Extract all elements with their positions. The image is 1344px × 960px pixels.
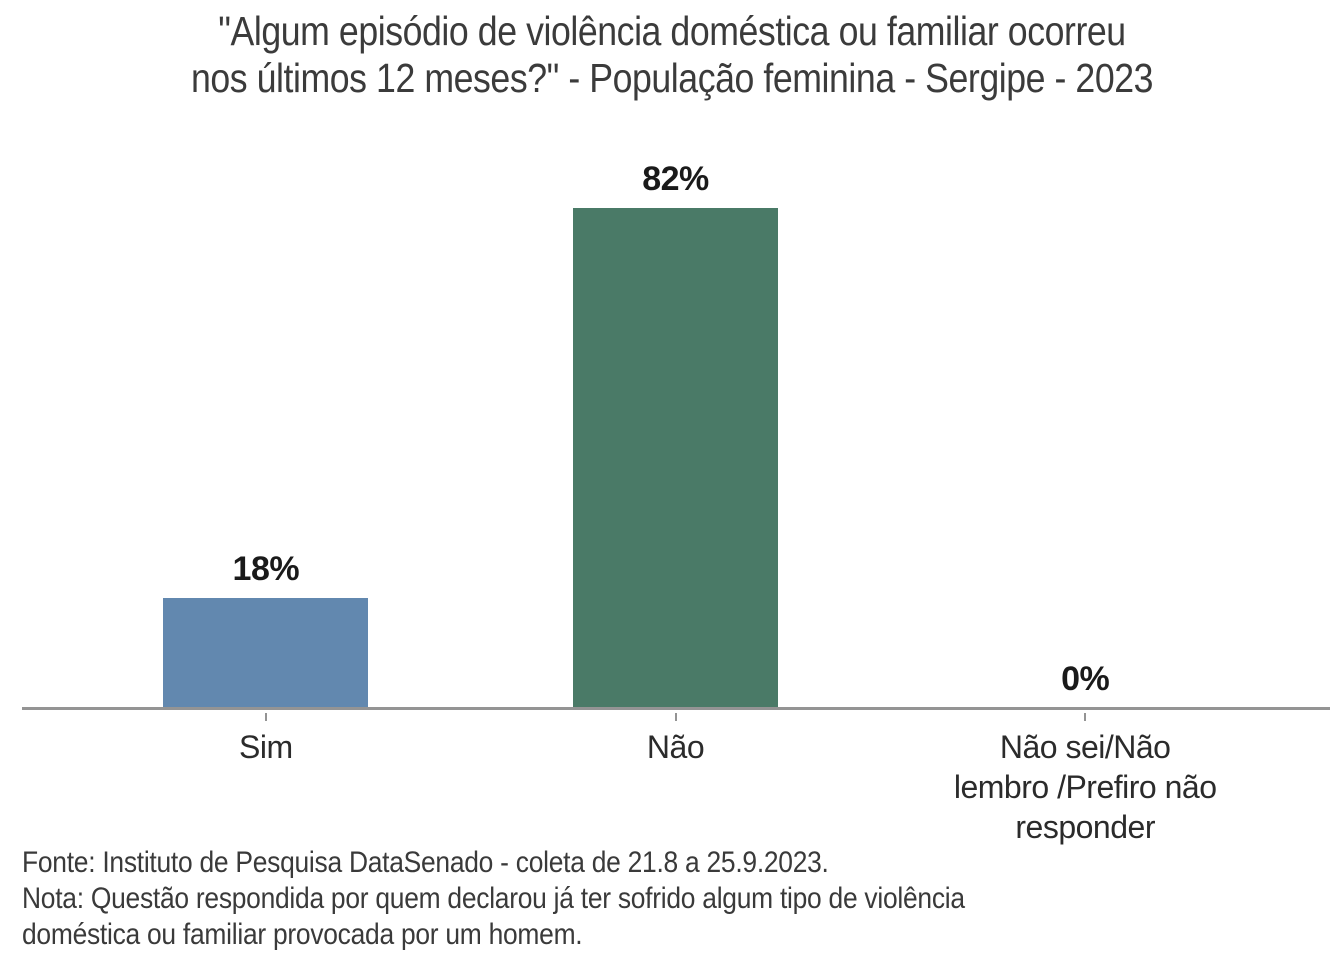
bar-value-label: 0% — [1061, 660, 1110, 698]
x-axis-category: Sim — [61, 713, 471, 847]
x-axis-line — [22, 707, 1330, 710]
bar-group: 0% — [880, 8, 1290, 708]
axis-tick — [1084, 713, 1087, 721]
bar-group: 18% — [61, 8, 471, 708]
category-label: Não — [646, 729, 705, 765]
bar-value-label: 82% — [642, 160, 709, 198]
footnote: Fonte: Instituto de Pesquisa DataSenado … — [22, 845, 1166, 953]
bar-group: 82% — [471, 8, 881, 708]
category-label: Sim — [239, 729, 293, 765]
axis-tick — [264, 713, 267, 721]
x-axis-labels: Sim Não Não sei/Não lembro /Prefiro não re… — [61, 713, 1290, 847]
bar — [573, 208, 778, 708]
axis-tick — [674, 713, 677, 721]
chart-title: "Algum episódio de violência doméstica o… — [190, 8, 1154, 101]
note-text: Nota: Questão respondida por quem declar… — [22, 882, 965, 951]
source-text: Fonte: Instituto de Pesquisa DataSenado … — [22, 846, 829, 879]
plot-area: 18% 82% 0% — [22, 0, 1330, 710]
category-label: Não sei/Não lembro /Prefiro não responde… — [953, 729, 1217, 845]
bar — [163, 598, 369, 708]
x-axis-category: Não — [471, 713, 881, 847]
bar-value-label: 18% — [232, 550, 300, 588]
bars-container: 18% 82% 0% — [61, 8, 1290, 708]
x-axis-category: Não sei/Não lembro /Prefiro não responde… — [880, 713, 1290, 847]
